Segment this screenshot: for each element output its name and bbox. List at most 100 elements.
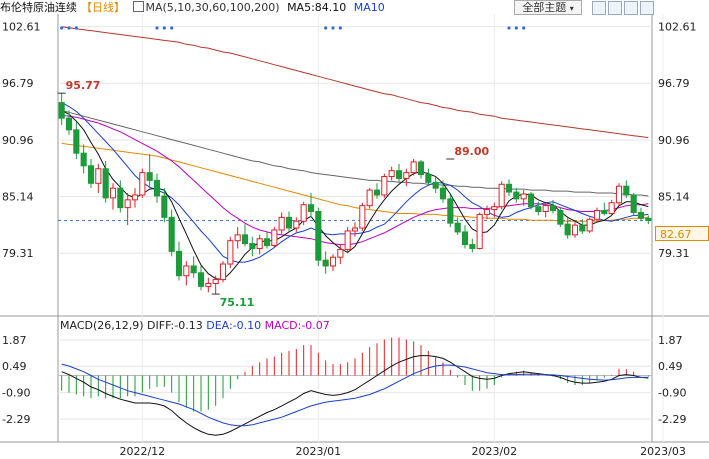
candle-body bbox=[476, 213, 483, 249]
candle bbox=[366, 188, 373, 209]
candle-body bbox=[249, 243, 256, 249]
zoom-in-icon[interactable] bbox=[592, 1, 606, 15]
candle-body bbox=[124, 199, 131, 209]
candle bbox=[381, 173, 388, 198]
candle bbox=[234, 227, 241, 249]
candle-body bbox=[95, 168, 102, 184]
candle-body bbox=[190, 265, 197, 274]
candle-body bbox=[373, 189, 381, 196]
macd-macd-value: MACD:-0.07 bbox=[264, 319, 330, 332]
candle bbox=[571, 222, 579, 238]
candle-body bbox=[381, 176, 388, 196]
candle bbox=[124, 193, 131, 226]
candle-body bbox=[425, 174, 432, 183]
zoom-out-icon[interactable] bbox=[608, 1, 622, 15]
ma5-value: MA5:84.10 bbox=[287, 1, 347, 14]
event-dot bbox=[331, 26, 335, 30]
settings-icon[interactable] bbox=[640, 1, 654, 15]
candle bbox=[549, 199, 557, 214]
ma60-line bbox=[61, 142, 649, 222]
candle bbox=[593, 207, 601, 223]
event-dot bbox=[60, 26, 64, 30]
candle bbox=[630, 193, 637, 216]
ma10-value: MA10 bbox=[353, 1, 385, 14]
candle-body bbox=[131, 194, 139, 201]
candle-body bbox=[175, 250, 183, 277]
candle-body bbox=[285, 216, 293, 229]
candle-body bbox=[263, 238, 271, 247]
candle-body bbox=[388, 170, 395, 178]
candle-body bbox=[241, 234, 249, 245]
price-tick-right: 102.61 bbox=[658, 21, 697, 34]
price-tick-right: 79.31 bbox=[658, 247, 690, 260]
candle bbox=[307, 193, 315, 218]
candle-body bbox=[645, 217, 652, 222]
macd-tick-right: -0.90 bbox=[658, 387, 686, 400]
ma-toggle-icon[interactable] bbox=[132, 1, 144, 12]
period-label[interactable]: 【日线】 bbox=[81, 1, 125, 14]
candle bbox=[417, 159, 425, 179]
candle-body bbox=[571, 224, 579, 236]
candle-body bbox=[58, 102, 65, 119]
candle bbox=[271, 227, 278, 248]
time-tick-label: 2023/02 bbox=[471, 445, 517, 458]
dea-line bbox=[61, 363, 649, 427]
extreme-label: 95.77 bbox=[66, 79, 101, 92]
candle-body bbox=[197, 272, 205, 287]
candle bbox=[542, 202, 549, 218]
candle-body bbox=[109, 187, 117, 199]
candle bbox=[615, 183, 623, 206]
macd-tick-right: 0.49 bbox=[658, 360, 683, 373]
time-tick-label: 2022/12 bbox=[119, 445, 165, 458]
candle-body bbox=[359, 205, 366, 229]
ma100-line bbox=[61, 109, 649, 197]
candle bbox=[300, 201, 307, 226]
event-dot bbox=[338, 26, 342, 30]
candle-body bbox=[322, 259, 329, 267]
candle bbox=[469, 238, 476, 253]
candle-body bbox=[80, 152, 87, 167]
candle bbox=[219, 261, 227, 283]
candle bbox=[564, 217, 571, 239]
macd-tick-left: 0.49 bbox=[2, 360, 27, 373]
extreme-label: 89.00 bbox=[454, 145, 489, 158]
candle bbox=[80, 144, 87, 174]
theme-select[interactable]: 全部主题 ▾ bbox=[514, 0, 582, 15]
candle-body bbox=[337, 248, 344, 258]
candle bbox=[505, 179, 513, 196]
candle-body bbox=[615, 185, 623, 204]
macd-tick-right: -2.29 bbox=[658, 413, 686, 426]
candle bbox=[322, 251, 329, 274]
macd-tick-left: 1.87 bbox=[2, 334, 27, 347]
candle-body bbox=[564, 223, 571, 236]
candle bbox=[498, 181, 505, 210]
candle-body bbox=[439, 187, 447, 200]
candle-body bbox=[403, 172, 410, 179]
candle bbox=[95, 163, 102, 194]
candle bbox=[586, 217, 593, 233]
candle-body bbox=[102, 168, 109, 199]
macd-params-label: MACD(26,12,9) bbox=[60, 319, 144, 332]
candle-body bbox=[535, 206, 542, 213]
candle bbox=[425, 168, 432, 186]
candle-body bbox=[637, 211, 645, 219]
candle bbox=[454, 217, 461, 235]
candle-body bbox=[630, 194, 637, 213]
candle-body bbox=[293, 220, 300, 229]
candle-body bbox=[329, 256, 337, 267]
macd-tick-right: 1.87 bbox=[658, 334, 683, 347]
candle-body bbox=[227, 240, 234, 265]
candle-body bbox=[586, 218, 593, 232]
candle-body bbox=[153, 179, 161, 197]
candle bbox=[344, 227, 351, 254]
candle bbox=[461, 225, 469, 249]
candle bbox=[256, 234, 263, 255]
candle bbox=[483, 205, 491, 220]
candle bbox=[175, 241, 183, 281]
candle-body bbox=[278, 216, 285, 231]
candle-body bbox=[593, 210, 601, 220]
candle bbox=[102, 160, 109, 203]
candle bbox=[190, 256, 197, 278]
fullscreen-icon[interactable] bbox=[624, 1, 638, 15]
